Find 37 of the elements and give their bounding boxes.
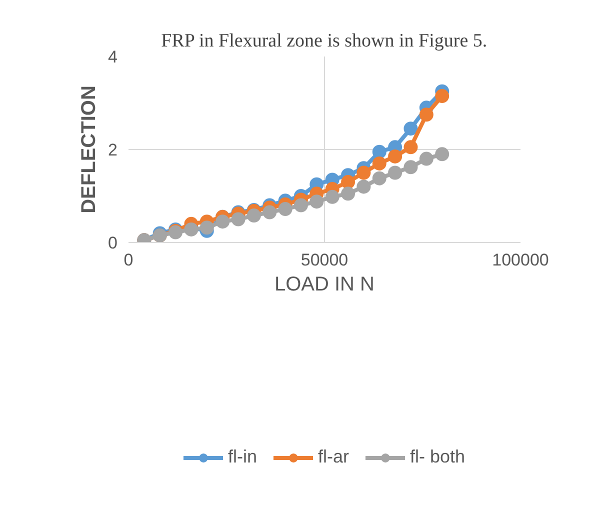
legend-label: fl-in [228, 446, 257, 468]
point [356, 166, 371, 180]
y-tick-label: 4 [108, 48, 118, 66]
point [435, 89, 450, 104]
point [262, 205, 277, 220]
point [310, 194, 324, 209]
point [419, 152, 434, 166]
point [341, 175, 356, 190]
y-tick-label: 0 [108, 234, 118, 252]
point [372, 171, 386, 186]
point [388, 149, 402, 164]
legend-label: fl-ar [318, 446, 349, 468]
y-axis-title: DEFLECTION [78, 86, 100, 214]
point [404, 122, 418, 136]
point [278, 202, 292, 216]
point [294, 198, 308, 212]
x-tick-label: 0 [124, 250, 134, 270]
text: FRP in Flexural zone is shown in Figure 5. [161, 30, 488, 52]
point [372, 156, 386, 170]
legend-label: fl- both [410, 446, 466, 468]
point [388, 166, 402, 180]
point [419, 108, 434, 122]
point [404, 140, 418, 154]
point [200, 220, 214, 235]
x-axis-title: LOAD IN N [274, 274, 375, 296]
point [404, 160, 418, 174]
point [325, 190, 340, 204]
point [216, 214, 230, 229]
point [341, 186, 356, 201]
point [372, 144, 386, 159]
x-tick-label: 100000 [492, 250, 549, 270]
point [246, 208, 261, 223]
y-tick-label: 2 [108, 140, 118, 160]
point [356, 180, 371, 194]
point [231, 212, 246, 226]
point [435, 147, 450, 162]
x-tick-label: 50000 [300, 250, 348, 270]
